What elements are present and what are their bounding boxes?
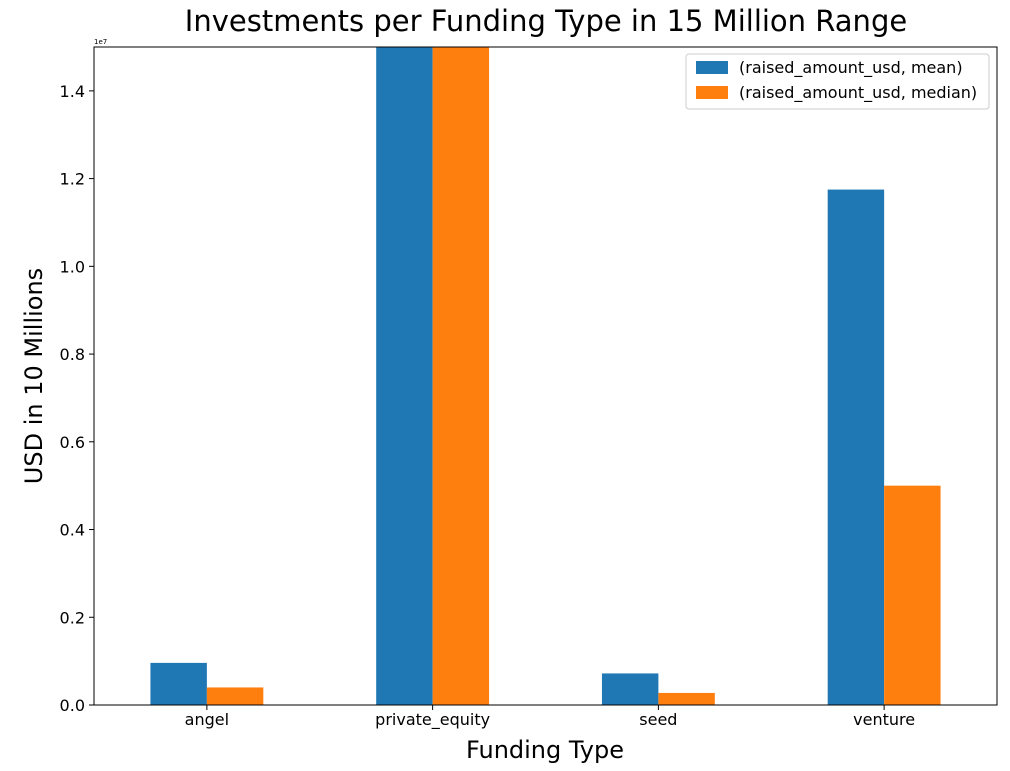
- legend-label-mean: (raised_amount_usd, mean): [739, 58, 963, 78]
- bar-angel-mean: [150, 662, 207, 705]
- y-tick-label: 0.0: [60, 696, 85, 715]
- x-tick-label: seed: [639, 710, 677, 729]
- bar-venture-median: [884, 485, 941, 705]
- y-tick-label: 0.2: [60, 608, 85, 627]
- legend: (raised_amount_usd, mean) (raised_amount_…: [685, 53, 990, 110]
- y-tick-label: 0.6: [60, 433, 85, 452]
- y-tick-label: 1.0: [60, 257, 85, 276]
- x-tick-label: private_equity: [375, 710, 490, 730]
- bar-private_equity-median: [432, 47, 490, 705]
- legend-label-median: (raised_amount_usd, median): [739, 83, 977, 103]
- bar-venture-mean: [827, 189, 885, 705]
- y-tick-label: 0.4: [60, 521, 85, 540]
- chart-title: Investments per Funding Type in 15 Milli…: [185, 4, 907, 38]
- x-tick-label: venture: [853, 710, 915, 729]
- bar-private_equity-mean: [376, 47, 433, 705]
- legend-swatch-mean: [696, 61, 728, 74]
- y-tick-label: 1.4: [60, 82, 85, 101]
- legend-swatch-median: [696, 86, 728, 99]
- x-tick-label: angel: [185, 710, 229, 729]
- y-axis-title: USD in 10 Millions: [20, 268, 48, 484]
- x-axis-title: Funding Type: [466, 736, 624, 764]
- y-tick-label: 0.8: [60, 345, 85, 364]
- legend-box: [685, 53, 990, 110]
- bar-seed-median: [658, 692, 715, 705]
- y-offset-label: 1e7: [94, 38, 107, 46]
- bar-seed-mean: [601, 673, 659, 705]
- plot-area: angel private_equity seed venture 0.0 0.2 0.4 0…: [60, 46, 998, 730]
- bar-angel-median: [206, 687, 264, 705]
- y-tick-label: 1.2: [60, 170, 85, 189]
- axes-frame: [93, 46, 998, 706]
